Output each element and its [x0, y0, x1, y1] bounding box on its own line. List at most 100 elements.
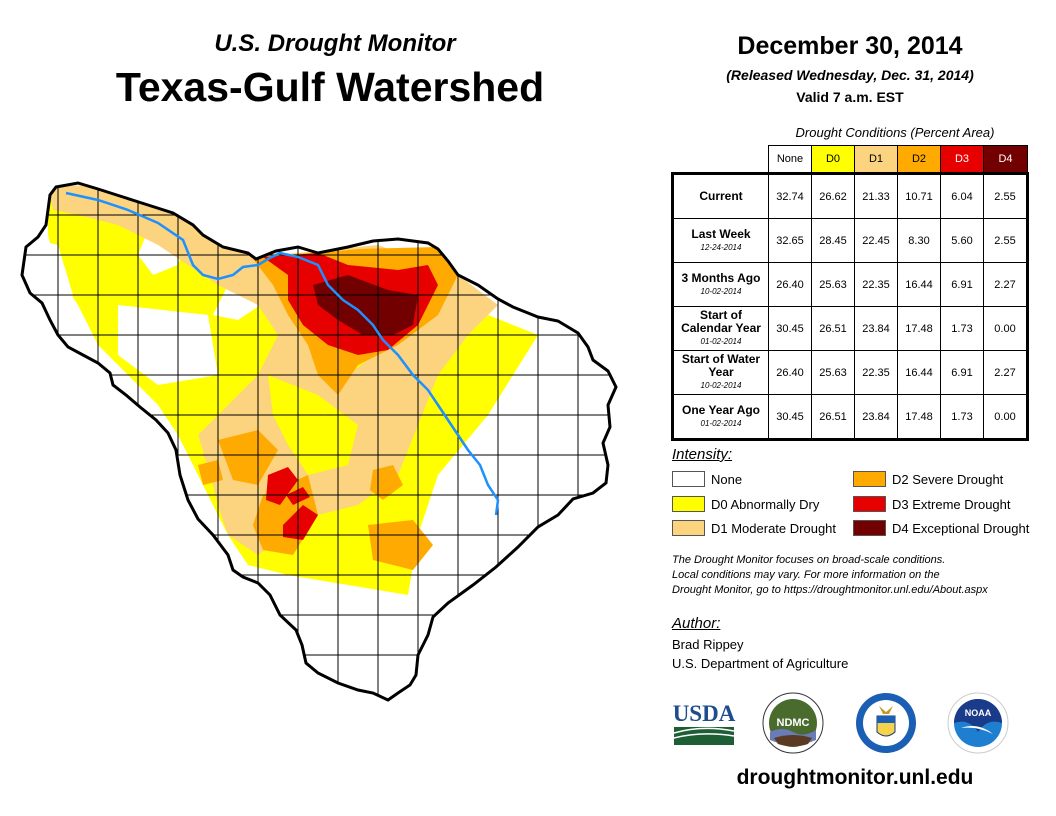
- author-name: Brad Rippey: [672, 637, 744, 652]
- cell: 5.60: [940, 218, 984, 263]
- cell: 21.33: [854, 172, 898, 219]
- cell: 28.45: [811, 218, 855, 263]
- table-row: Start of Calendar Year 01-02-2014 30.45 2…: [671, 306, 1029, 351]
- cell: 16.44: [897, 350, 941, 395]
- cell: 1.73: [940, 394, 984, 441]
- legend-item-d2: D2 Severe Drought: [853, 471, 1003, 487]
- cell: 30.45: [768, 394, 812, 441]
- table-row: Current 32.74 26.62 21.33 10.71 6.04 2.5…: [671, 172, 1029, 219]
- cell: 0.00: [983, 394, 1029, 441]
- cell: 8.30: [897, 218, 941, 263]
- legend-item-d1: D1 Moderate Drought: [672, 520, 836, 536]
- drought-conditions-table: None D0 D1 D2 D3 D4 Current 32.74 26.62 …: [671, 145, 1029, 441]
- category-d3-area: [283, 505, 318, 540]
- cell: 23.84: [854, 306, 898, 351]
- col-header-none: None: [768, 145, 812, 174]
- category-d2-area: [368, 520, 433, 570]
- noaa-logo-text: NOAA: [965, 708, 992, 718]
- river: [65, 191, 500, 516]
- cell: 25.63: [811, 350, 855, 395]
- legend-swatch: [672, 496, 705, 512]
- row-label: Current: [671, 172, 769, 219]
- row-label-text: Last Week: [691, 226, 751, 241]
- cell: 6.04: [940, 172, 984, 219]
- cell: 26.51: [811, 306, 855, 351]
- legend-swatch: [672, 471, 705, 487]
- usda-logo-text: USDA: [673, 701, 736, 726]
- legend-swatch: [672, 520, 705, 536]
- category-none-area: [118, 305, 218, 385]
- cell: 2.27: [983, 350, 1029, 395]
- cell: 26.40: [768, 262, 812, 307]
- cell: 22.35: [854, 350, 898, 395]
- category-d2-area: [218, 430, 278, 485]
- commerce-seal-logo: Department of Commerce: [856, 693, 916, 753]
- release-date: (Released Wednesday, Dec. 31, 2014): [726, 67, 974, 83]
- table-row: Start of Water Year 10-02-2014 26.40 25.6…: [671, 350, 1029, 395]
- legend-item-none: None: [672, 471, 742, 487]
- note-line: Local conditions may vary. For more info…: [672, 569, 940, 581]
- col-header-d2: D2: [897, 145, 941, 174]
- category-d2-area: [198, 460, 223, 485]
- noaa-logo: NOAA: [947, 692, 1009, 754]
- cell: 26.62: [811, 172, 855, 219]
- legend-label: None: [711, 471, 743, 487]
- row-date: 01-02-2014: [700, 418, 742, 428]
- valid-time: Valid 7 a.m. EST: [796, 89, 904, 105]
- table-header-row: None D0 D1 D2 D3 D4: [673, 145, 1028, 174]
- legend-swatch: [853, 496, 886, 512]
- disclaimer-note: The Drought Monitor focuses on broad-sca…: [672, 553, 1052, 598]
- legend-label: D0 Abnormally Dry: [711, 496, 820, 512]
- row-label-text: Current: [699, 189, 743, 203]
- legend-title: Intensity:: [672, 446, 733, 463]
- drought-map: [20, 181, 618, 702]
- footer-url[interactable]: droughtmonitor.unl.edu: [736, 766, 974, 789]
- cell: 1.73: [940, 306, 984, 351]
- cell: 10.71: [897, 172, 941, 219]
- note-line: The Drought Monitor focuses on broad-sca…: [672, 554, 946, 566]
- row-label: 3 Months Ago 10-02-2014: [671, 262, 769, 307]
- row-label: Start of Water Year 10-02-2014: [671, 350, 769, 395]
- table-title: Drought Conditions (Percent Area): [795, 125, 995, 140]
- row-date: 10-02-2014: [700, 381, 742, 390]
- legend-item-d0: D0 Abnormally Dry: [672, 496, 819, 512]
- legend-item-d3: D3 Extreme Drought: [853, 496, 1011, 512]
- cell: 32.65: [768, 218, 812, 263]
- cell: 17.48: [897, 394, 941, 441]
- ndmc-logo: NDMC: [762, 692, 824, 754]
- legend-swatch: [853, 520, 886, 536]
- ndmc-logo-text: NDMC: [777, 717, 810, 729]
- row-label-text: One Year Ago: [681, 402, 761, 417]
- map-date: December 30, 2014: [737, 32, 963, 60]
- author-organization: U.S. Department of Agriculture: [672, 656, 849, 671]
- cell: 2.55: [983, 218, 1029, 263]
- cell: 25.63: [811, 262, 855, 307]
- cell: 22.45: [854, 218, 898, 263]
- cell: 6.91: [940, 350, 984, 395]
- legend-label: D4 Exceptional Drought: [892, 520, 1030, 536]
- row-label-text: 3 Months Ago: [681, 270, 761, 285]
- category-d0-area: [268, 375, 358, 475]
- cell: 26.40: [768, 350, 812, 395]
- col-header-d0: D0: [811, 145, 855, 174]
- cell: 2.55: [983, 172, 1029, 219]
- cell: 17.48: [897, 306, 941, 351]
- legend-label: D1 Moderate Drought: [711, 520, 837, 536]
- row-label-text: Start of Water Year: [681, 352, 761, 379]
- row-label-text: Start of Calendar Year: [681, 308, 761, 335]
- legend-label: D3 Extreme Drought: [892, 496, 1011, 512]
- usda-logo: USDA: [673, 701, 736, 745]
- cell: 32.74: [768, 172, 812, 219]
- col-header-d1: D1: [854, 145, 898, 174]
- author-heading: Author:: [672, 615, 721, 632]
- row-label: Start of Calendar Year 01-02-2014: [671, 306, 769, 351]
- note-line: Drought Monitor, go to https://droughtmo…: [672, 584, 988, 596]
- row-date: 12-24-2014: [700, 242, 742, 252]
- table-row: Last Week 12-24-2014 32.65 28.45 22.45 8.…: [671, 218, 1029, 263]
- cell: 23.84: [854, 394, 898, 441]
- cell: 22.35: [854, 262, 898, 307]
- table-row: One Year Ago 01-02-2014 30.45 26.51 23.84…: [671, 394, 1029, 441]
- category-d4-area: [313, 275, 418, 335]
- row-label: One Year Ago 01-02-2014: [671, 394, 769, 441]
- legend-item-d4: D4 Exceptional Drought: [853, 520, 1029, 536]
